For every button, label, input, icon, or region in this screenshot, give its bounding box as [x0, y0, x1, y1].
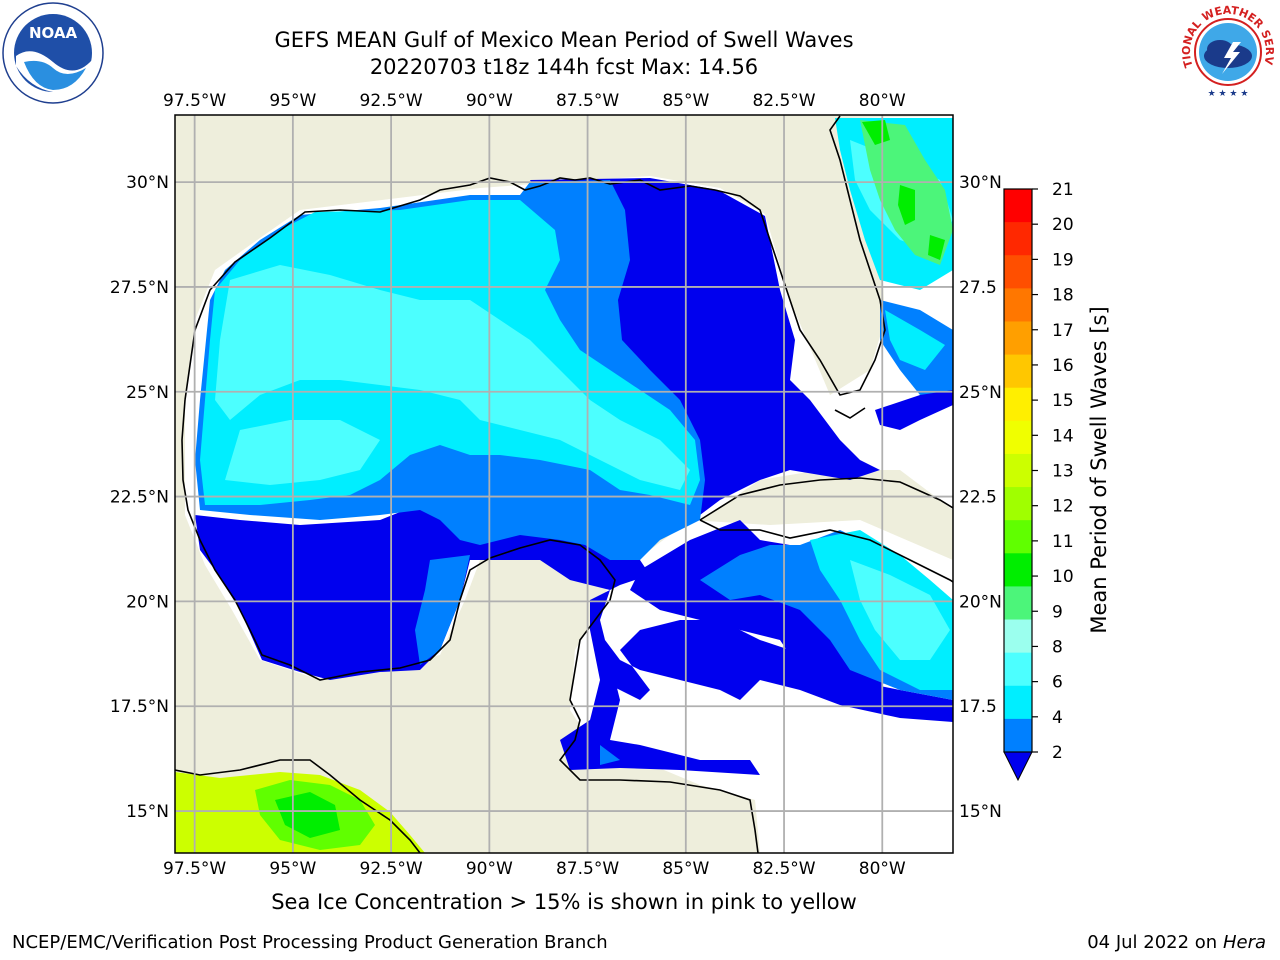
colorbar-tick-label: 6	[1052, 673, 1063, 693]
map-frame	[174, 114, 954, 854]
colorbar-label: Mean Period of Swell Waves [s]	[1087, 306, 1111, 633]
colorbar-swatch	[1004, 487, 1032, 521]
lon-tick-label-top: 95°W	[269, 91, 316, 111]
lat-tick-label-left: 25°N	[126, 383, 169, 403]
lon-tick-label-bottom: 85°W	[662, 859, 709, 879]
lat-tick-label-left: 22.5°N	[110, 488, 169, 508]
lat-tick-label-right: 20°N	[959, 592, 1002, 612]
colorbar-tick-label: 8	[1052, 637, 1063, 657]
colorbar-extend-arrow	[1003, 751, 1033, 782]
colorbar-tick-label: 12	[1052, 497, 1074, 517]
map-area	[175, 115, 953, 853]
colorbar-swatch	[1004, 619, 1032, 654]
colorbar-swatch	[1004, 189, 1032, 223]
lon-tick-label-bottom: 95°W	[269, 859, 316, 879]
lat-tick-label-left: 15°N	[126, 802, 169, 822]
colorbar-swatch	[1004, 718, 1032, 753]
noaa-logo: NOAA	[2, 2, 104, 104]
colorbar-tick-label: 17	[1052, 321, 1074, 341]
footer-host: Hera	[1222, 932, 1266, 953]
lat-tick-label-left: 17.5°N	[110, 697, 169, 717]
colorbar-swatch	[1004, 288, 1032, 322]
lon-tick-label-bottom: 82.5°W	[752, 859, 815, 879]
lon-tick-label-top: 87.5°W	[556, 91, 619, 111]
colorbar-swatch	[1004, 453, 1032, 488]
colorbar-swatch	[1004, 222, 1032, 256]
colorbar-tick-label: 19	[1052, 250, 1074, 270]
nws-logo: NATIONAL WEATHER SERVICE ★ ★ ★ ★	[1178, 2, 1276, 100]
lat-tick-label-left: 30°N	[126, 173, 169, 193]
colorbar-swatch	[1004, 586, 1032, 621]
colorbar-tick-label: 14	[1052, 426, 1074, 446]
lon-tick-label-bottom: 97.5°W	[163, 859, 226, 879]
footer-branch: NCEP/EMC/Verification Post Processing Pr…	[12, 932, 608, 953]
lat-tick-label-right: 17.5	[959, 697, 997, 717]
colorbar-tick-label: 18	[1052, 286, 1074, 306]
colorbar-tick-label: 15	[1052, 391, 1074, 411]
footer-date-text: 04 Jul 2022 on	[1087, 932, 1223, 953]
chart-title: GEFS MEAN Gulf of Mexico Mean Period of …	[274, 28, 854, 52]
colorbar-tick-label: 9	[1052, 602, 1063, 622]
colorbar-tick-label: 11	[1052, 532, 1074, 552]
colorbar-tick-label: 16	[1052, 356, 1074, 376]
lon-tick-label-top: 90°W	[466, 91, 513, 111]
colorbar-tick-label: 13	[1052, 462, 1074, 482]
svg-text:NOAA: NOAA	[29, 24, 78, 42]
colorbar-swatch	[1004, 354, 1032, 389]
lon-tick-label-bottom: 80°W	[859, 859, 906, 879]
lat-tick-label-right: 15°N	[959, 802, 1002, 822]
colorbar-swatch	[1004, 652, 1032, 687]
colorbar-tick-label: 10	[1052, 567, 1074, 587]
colorbar-tick-label: 4	[1052, 708, 1063, 728]
sea-ice-note: Sea Ice Concentration > 15% is shown in …	[271, 890, 857, 914]
colorbar-swatch	[1004, 520, 1032, 554]
lon-tick-label-top: 92.5°W	[360, 91, 423, 111]
colorbar-tick-label: 20	[1052, 215, 1074, 235]
lon-tick-label-top: 85°W	[662, 91, 709, 111]
lat-tick-label-left: 27.5°N	[110, 278, 169, 298]
lat-tick-label-left: 20°N	[126, 592, 169, 612]
lon-tick-label-top: 80°W	[859, 91, 906, 111]
lat-tick-label-right: 22.5	[959, 488, 997, 508]
axis-ticks: 97.5°W 97.5°W 95°W 95°W 92.5°W 92.5°W 90°W 90°W…	[110, 91, 1002, 879]
lat-tick-label-right: 25°N	[959, 383, 1002, 403]
colorbar-tick-label: 21	[1052, 180, 1074, 200]
lon-tick-label-bottom: 92.5°W	[360, 859, 423, 879]
svg-text:★ ★ ★ ★: ★ ★ ★ ★	[1208, 89, 1249, 99]
lon-tick-label-bottom: 87.5°W	[556, 859, 619, 879]
colorbar: 21 20 19 18 17 16 15 14 13 12 11 10 9 8 6 4 2	[1003, 180, 1074, 782]
lon-tick-label-top: 82.5°W	[752, 91, 815, 111]
lat-tick-label-right: 27.5	[959, 278, 997, 298]
colorbar-swatch	[1004, 420, 1032, 455]
colorbar-swatch	[1004, 553, 1032, 587]
lon-tick-label-bottom: 90°W	[466, 859, 513, 879]
colorbar-swatch	[1004, 255, 1032, 289]
colorbar-tick-label: 2	[1052, 743, 1063, 763]
gridlines	[175, 115, 953, 853]
footer-date: 04 Jul 2022 on Hera	[1087, 932, 1266, 953]
colorbar-swatch	[1004, 685, 1032, 720]
coastlines	[175, 115, 953, 853]
lon-tick-label-top: 97.5°W	[163, 91, 226, 111]
colorbar-swatch	[1004, 321, 1032, 356]
lat-tick-label-right: 30°N	[959, 173, 1002, 193]
pacific-swell	[175, 772, 425, 853]
chart-subtitle: 20220703 t18z 144h fcst Max: 14.56	[369, 55, 759, 79]
colorbar-swatch	[1004, 387, 1032, 422]
